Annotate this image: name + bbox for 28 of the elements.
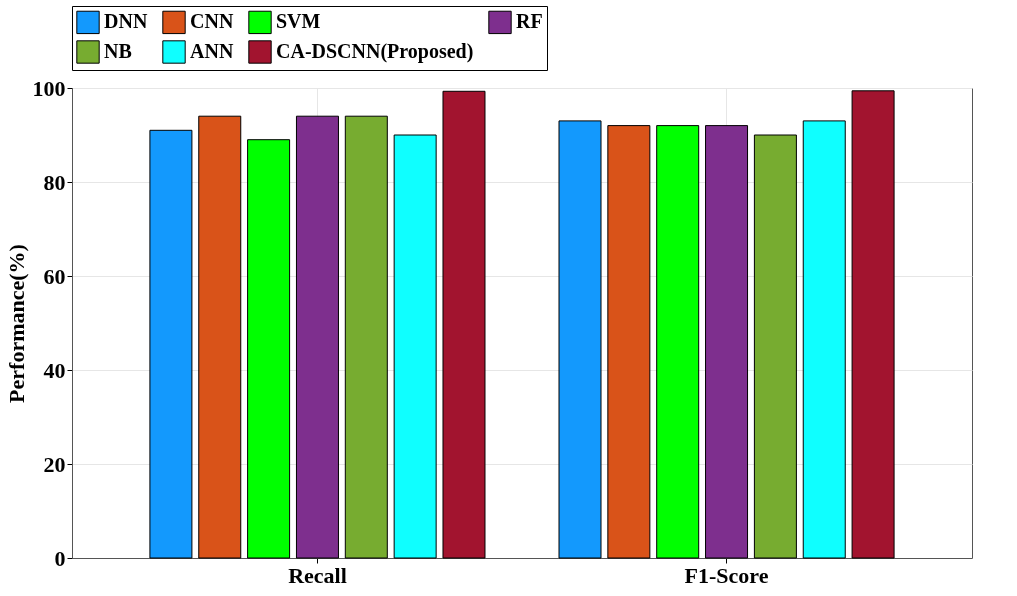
bar bbox=[344, 115, 388, 559]
y-axis-title: Performance(%) bbox=[3, 244, 29, 403]
bar bbox=[393, 134, 437, 559]
legend-label: SVM bbox=[276, 10, 321, 33]
legend-label: DNN bbox=[104, 10, 148, 33]
legend-label: ANN bbox=[190, 40, 234, 62]
bar bbox=[607, 125, 651, 559]
bar bbox=[198, 115, 242, 559]
legend-label: CA-DSCNN(Proposed) bbox=[276, 40, 474, 63]
y-tick-label: 0 bbox=[54, 545, 66, 571]
x-tick-label: F1-Score bbox=[684, 562, 769, 588]
bar bbox=[558, 120, 602, 559]
legend-label: NB bbox=[104, 40, 132, 62]
y-tick-label: 20 bbox=[43, 451, 66, 477]
bar bbox=[851, 90, 895, 559]
y-tick-label: 60 bbox=[43, 263, 66, 289]
y-tick-label: 40 bbox=[43, 357, 66, 383]
bar bbox=[656, 125, 700, 559]
bar bbox=[802, 120, 846, 559]
bar bbox=[247, 139, 291, 559]
bar bbox=[442, 90, 486, 559]
x-tick-label: Recall bbox=[288, 562, 347, 588]
legend-label: CNN bbox=[190, 10, 234, 33]
y-tick-label: 80 bbox=[43, 169, 66, 195]
y-tick-label: 100 bbox=[32, 75, 66, 101]
bar bbox=[753, 134, 797, 559]
bar bbox=[149, 129, 193, 559]
legend-label: RF bbox=[516, 10, 543, 33]
